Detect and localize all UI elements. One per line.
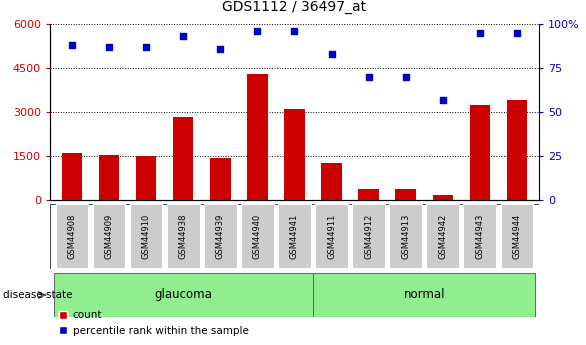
Bar bbox=[396, 189, 416, 200]
Text: GSM44908: GSM44908 bbox=[67, 214, 77, 259]
FancyBboxPatch shape bbox=[53, 273, 313, 317]
Bar bbox=[432, 195, 453, 200]
Point bbox=[512, 30, 522, 36]
Point bbox=[104, 44, 114, 50]
Text: GSM44939: GSM44939 bbox=[216, 214, 225, 259]
Bar bbox=[507, 100, 527, 200]
Text: GSM44911: GSM44911 bbox=[327, 214, 336, 259]
Text: GSM44913: GSM44913 bbox=[401, 214, 410, 259]
FancyBboxPatch shape bbox=[352, 204, 385, 268]
Point bbox=[475, 30, 485, 36]
Bar bbox=[284, 109, 305, 200]
FancyBboxPatch shape bbox=[464, 204, 496, 268]
Point bbox=[401, 74, 410, 80]
Point bbox=[67, 42, 77, 48]
Bar bbox=[99, 155, 120, 200]
Point bbox=[141, 44, 151, 50]
Text: disease state: disease state bbox=[3, 290, 73, 300]
Text: GSM44940: GSM44940 bbox=[253, 214, 262, 259]
FancyBboxPatch shape bbox=[167, 204, 200, 268]
Text: GSM44942: GSM44942 bbox=[438, 214, 447, 259]
Point bbox=[216, 46, 225, 51]
Text: GDS1112 / 36497_at: GDS1112 / 36497_at bbox=[223, 0, 366, 14]
Bar bbox=[321, 162, 342, 200]
Point bbox=[253, 28, 262, 34]
FancyBboxPatch shape bbox=[313, 273, 536, 317]
FancyBboxPatch shape bbox=[278, 204, 311, 268]
Text: GSM44910: GSM44910 bbox=[142, 214, 151, 259]
FancyBboxPatch shape bbox=[315, 204, 348, 268]
Text: GSM44912: GSM44912 bbox=[364, 214, 373, 259]
FancyBboxPatch shape bbox=[241, 204, 274, 268]
Text: GSM44943: GSM44943 bbox=[475, 214, 484, 259]
Point bbox=[364, 74, 373, 80]
Bar bbox=[469, 105, 490, 200]
FancyBboxPatch shape bbox=[204, 204, 237, 268]
Bar bbox=[62, 153, 82, 200]
Text: glaucoma: glaucoma bbox=[154, 288, 212, 302]
FancyBboxPatch shape bbox=[427, 204, 459, 268]
FancyBboxPatch shape bbox=[500, 204, 533, 268]
Text: GSM44944: GSM44944 bbox=[512, 214, 522, 259]
Bar bbox=[173, 117, 193, 200]
Point bbox=[290, 28, 299, 34]
Point bbox=[327, 51, 336, 57]
Point bbox=[438, 97, 448, 102]
Text: normal: normal bbox=[403, 288, 445, 302]
FancyBboxPatch shape bbox=[130, 204, 162, 268]
Bar bbox=[247, 74, 268, 200]
Legend: count, percentile rank within the sample: count, percentile rank within the sample bbox=[55, 306, 253, 340]
Text: GSM44941: GSM44941 bbox=[290, 214, 299, 259]
FancyBboxPatch shape bbox=[93, 204, 125, 268]
Bar bbox=[210, 158, 230, 200]
Bar bbox=[359, 189, 379, 200]
Text: GSM44909: GSM44909 bbox=[105, 214, 114, 259]
FancyBboxPatch shape bbox=[389, 204, 422, 268]
Text: GSM44938: GSM44938 bbox=[179, 214, 188, 259]
FancyBboxPatch shape bbox=[56, 204, 88, 268]
Point bbox=[179, 34, 188, 39]
Bar bbox=[136, 156, 156, 200]
